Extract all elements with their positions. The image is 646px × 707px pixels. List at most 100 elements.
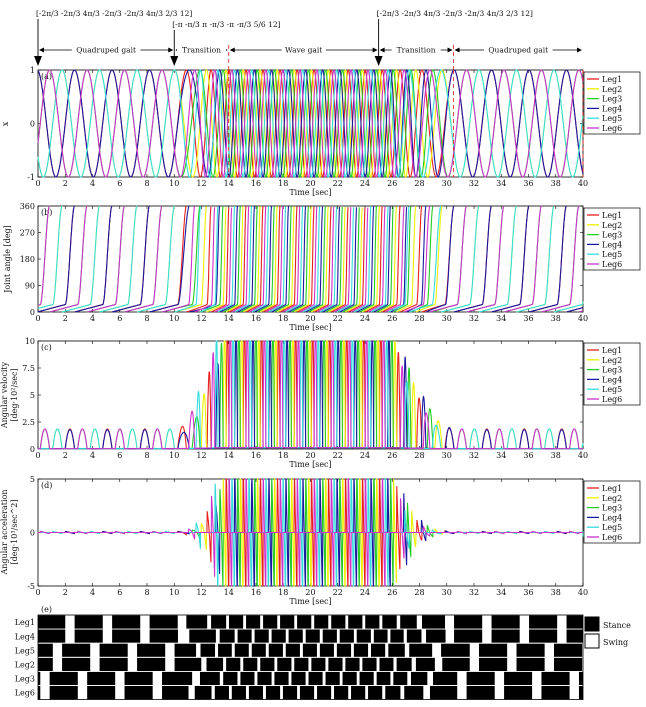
gait-frame (37, 614, 584, 700)
stance-block (379, 657, 394, 671)
y-axis-label: Joint angle [deg] (3, 225, 12, 294)
stance-block (38, 629, 66, 643)
stance-block (365, 615, 380, 629)
stance-block (396, 657, 412, 671)
stance-block (226, 657, 241, 671)
legend-entry-leg5: Leg5 (602, 385, 622, 394)
x-tick-label: 20 (305, 588, 315, 597)
stance-block (99, 657, 128, 671)
x-tick-label: 22 (333, 588, 343, 597)
stance-block (38, 643, 53, 657)
x-tick-label: 30 (442, 314, 452, 323)
gait-row-label: Leg2 (15, 660, 35, 669)
stance-block (373, 629, 388, 643)
x-tick-label: 14 (224, 451, 234, 460)
phase-vector-label: [-2π/3 -2π/3 4π/3 -2π/3 -2π/3 4π/3 2/3 1… (377, 9, 533, 18)
x-tick-label: 30 (442, 588, 452, 597)
x-tick-label: 12 (196, 451, 206, 460)
stance-block (74, 615, 103, 629)
stance-block (479, 643, 508, 657)
stance-block (342, 671, 357, 686)
stance-block (454, 629, 483, 643)
stance-block (345, 657, 360, 671)
x-axis-label: Time [sec] (289, 188, 331, 197)
stance-block (393, 671, 408, 686)
stance-block (62, 643, 91, 657)
stance-block (260, 657, 275, 671)
panel-label: (c) (41, 343, 52, 352)
y-axis-label-units: [deg·10²/sec] (10, 368, 19, 421)
phase-span-arrow (447, 47, 453, 53)
gait-row-label: Leg3 (15, 675, 35, 684)
x-tick-label: 18 (278, 314, 288, 323)
legend-entry-leg6: Leg6 (602, 260, 622, 269)
stance-block (251, 643, 266, 657)
x-tick-label: 8 (144, 314, 149, 323)
stance-block (254, 629, 269, 643)
y-axis-label: Angular acceleration (0, 490, 9, 576)
x-tick-label: 20 (305, 451, 315, 460)
command-arrow-head (374, 56, 383, 66)
legend-box (583, 342, 641, 406)
panel-label: (b) (41, 208, 52, 217)
stance-block (274, 671, 289, 686)
stance-block (280, 615, 295, 629)
y-tick-label: 360 (20, 202, 35, 211)
stance-block (504, 685, 533, 700)
stance-block (174, 643, 197, 657)
stance-block (390, 629, 404, 643)
stance-block (348, 615, 363, 629)
command-arrow-head (170, 56, 179, 66)
stance-block (162, 671, 193, 686)
stance-block (62, 657, 91, 671)
y-tick-label: 5 (30, 475, 35, 484)
stance-block (124, 685, 153, 700)
x-tick-label: 28 (414, 314, 424, 323)
x-tick-label: 6 (117, 451, 122, 460)
stance-block (370, 643, 386, 657)
x-tick-label: 40 (578, 179, 588, 188)
stance-block (426, 629, 446, 643)
stance-block (246, 615, 261, 629)
phase-label: Quadruped gait (76, 46, 136, 55)
y-tick-label: 0 (30, 308, 35, 317)
stance-block (74, 629, 103, 643)
stance-block (554, 643, 583, 657)
y-tick-label: 0 (30, 445, 35, 454)
y-axis-label: x (1, 121, 10, 126)
x-tick-label: 26 (387, 179, 397, 188)
stance-block (271, 629, 286, 643)
stance-block (231, 685, 246, 700)
legend-entry-leg6: Leg6 (602, 124, 622, 133)
stance-block (49, 685, 78, 700)
x-tick-label: 40 (578, 314, 588, 323)
y-tick-label: 7.5 (22, 364, 35, 373)
x-tick-label: 20 (305, 314, 315, 323)
panel-label: (d) (41, 481, 52, 490)
stance-block (149, 629, 178, 643)
command-arrow-head (34, 56, 42, 66)
x-tick-label: 36 (523, 451, 533, 460)
x-tick-label: 2 (63, 179, 68, 188)
x-tick-label: 12 (196, 588, 206, 597)
x-tick-label: 24 (360, 588, 370, 597)
legend-entry-leg4: Leg4 (602, 513, 622, 522)
stance-block (385, 685, 401, 700)
stance-block (38, 685, 41, 700)
stance-block (404, 685, 424, 700)
stance-block (248, 685, 263, 700)
stance-block (328, 657, 343, 671)
x-tick-label: 36 (523, 179, 533, 188)
stance-block (541, 671, 570, 686)
x-tick-label: 0 (35, 179, 40, 188)
legend-swatch-swing (584, 633, 600, 649)
phase-label-bg (391, 44, 441, 54)
phase-span-arrow (379, 47, 385, 53)
stance-block (331, 615, 346, 629)
stance-block (376, 671, 391, 686)
stance-block (566, 629, 583, 643)
x-tick-label: 20 (305, 179, 315, 188)
y-tick-label: 5 (30, 391, 35, 400)
legend-swatch-stance (584, 616, 600, 632)
stance-block (566, 615, 583, 629)
